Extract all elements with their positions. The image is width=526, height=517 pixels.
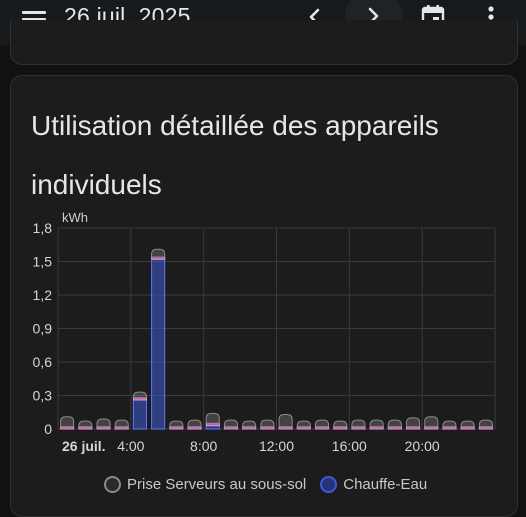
legend-label: Prise Serveurs au sous-sol [127,475,307,493]
bar-segment-prise-serveurs-au-sous-sol [223,419,239,428]
y-tick-label: 0 [44,421,52,437]
x-tick-label: 20:00 [405,438,440,454]
y-tick-label: 0,3 [33,388,53,404]
bar-segment-prise-serveurs-au-sous-sol [78,420,93,428]
bar-segment-prise-serveurs-au-sous-sol [351,419,366,428]
x-tick-label: 12:00 [259,438,294,454]
bar-segment-prise-serveurs-au-sous-sol [478,419,493,428]
card-title: Utilisation détaillée des appareils indi… [31,110,439,200]
bar-segment-prise-serveurs-au-sous-sol [314,419,330,428]
x-tick-label: 4:00 [117,438,144,454]
bar-segment-prise-serveurs-au-sous-sol [369,419,384,428]
y-tick-label: 1,8 [33,220,53,236]
legend-swatch-blue [320,475,338,493]
bar-segment-prise-serveurs-au-sous-sol [333,420,348,428]
bar-segment-prise-serveurs-au-sous-sol [205,412,220,424]
previous-card [10,20,518,65]
bar-segment-prise-serveurs-au-sous-sol [169,420,184,428]
usage-chart: kWh 0 0,3 0,6 0,9 1,2 1,5 1,8 26 juil. 4:00 8:00 12… [33,210,496,454]
bar-segment-prise-serveurs-au-sous-sol [296,420,311,428]
legend-item-chauffe-eau[interactable]: Chauffe-Eau [320,475,428,493]
x-tick-label: 26 juil. [62,438,106,454]
bar-segment-prise-serveurs-au-sous-sol [260,419,275,428]
bar-segment-prise-serveurs-au-sous-sol [442,420,457,428]
x-tick-label: 16:00 [332,438,367,454]
bar-segment-chauffe-eau [132,399,147,430]
y-tick-label: 0,6 [33,354,53,370]
chart-legend: Prise Serveurs au sous-sol Chauffe-Eau [104,473,441,495]
bar-segment-prise-serveurs-au-sous-sol [114,419,129,428]
usage-card [10,75,518,517]
x-tick-label: 8:00 [190,438,217,454]
bar-segment-prise-serveurs-au-sous-sol [187,419,202,428]
bar-segment-chauffe-eau [151,258,166,430]
bar-segment-prise-serveurs-au-sous-sol [60,416,75,428]
y-tick-label: 1,2 [33,287,53,303]
bar-segment-prise-serveurs-au-sous-sol [278,413,293,428]
bar-segment-prise-serveurs-au-sous-sol [151,248,166,258]
y-axis-unit-label: kWh [62,210,88,225]
y-tick-label: 1,5 [33,254,53,270]
bar-segment-chauffe-eau [205,425,220,430]
legend-item-prise-serveurs[interactable]: Prise Serveurs au sous-sol [104,475,307,493]
bar-segment-prise-serveurs-au-sous-sol [96,418,111,428]
legend-swatch-grey [104,475,121,493]
bar-segment-prise-serveurs-au-sous-sol [387,419,402,428]
legend-label: Chauffe-Eau [343,475,428,493]
bar-segment-prise-serveurs-au-sous-sol [132,391,147,399]
bar-segment-prise-serveurs-au-sous-sol [242,420,257,428]
bar-segment-prise-serveurs-au-sous-sol [424,416,439,428]
y-tick-label: 0,9 [33,321,53,337]
bar-segment-prise-serveurs-au-sous-sol [406,417,421,428]
bar-segment-prise-serveurs-au-sous-sol [460,420,475,428]
